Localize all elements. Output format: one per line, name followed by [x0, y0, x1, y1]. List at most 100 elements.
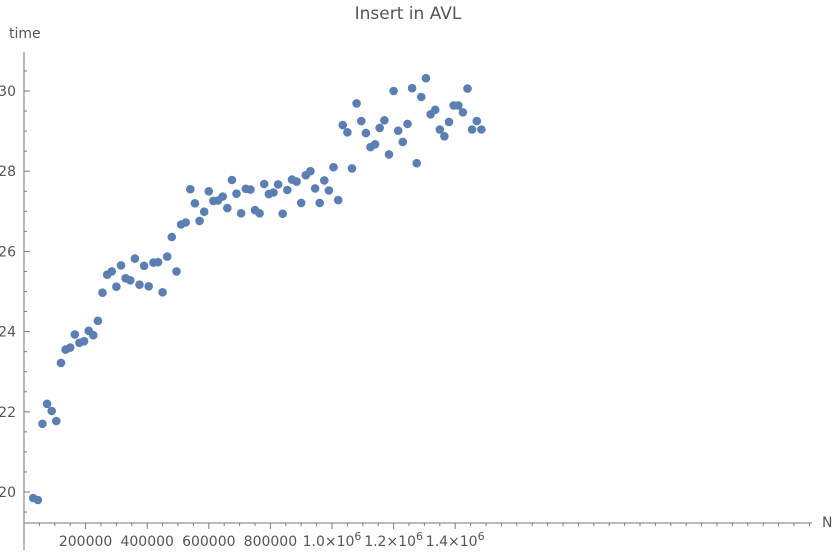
data-point — [204, 187, 214, 196]
x-tick-label: 400000 — [120, 534, 173, 550]
data-point — [454, 101, 463, 110]
data-point — [403, 119, 412, 129]
data-point — [52, 416, 61, 426]
data-point — [153, 257, 163, 267]
data-point — [79, 336, 89, 346]
data-point — [444, 117, 454, 127]
data-point — [139, 261, 149, 271]
x-tick-label: 200000 — [59, 534, 112, 550]
data-point — [407, 83, 417, 93]
data-point — [361, 128, 371, 138]
data-point — [417, 92, 426, 102]
data-point — [227, 175, 237, 185]
data-point — [42, 399, 52, 409]
data-point — [283, 185, 292, 195]
data-point — [477, 125, 486, 134]
data-point — [292, 177, 301, 186]
x-tick-exponent: 6 — [354, 530, 361, 543]
data-point — [107, 267, 117, 276]
data-point — [384, 150, 394, 159]
data-points — [28, 73, 486, 505]
data-point — [412, 158, 422, 168]
data-point — [421, 73, 431, 83]
data-point — [223, 203, 232, 213]
axis-ticks — [24, 70, 810, 529]
data-point — [130, 254, 140, 263]
y-axis-label: time — [9, 26, 41, 42]
data-point — [255, 209, 264, 218]
data-point — [435, 125, 445, 134]
data-point — [162, 252, 172, 261]
data-point — [458, 108, 468, 117]
x-axis-label: N — [822, 515, 832, 531]
data-point — [352, 99, 361, 108]
data-point — [33, 495, 43, 505]
x-tick-exponent: 6 — [478, 530, 485, 543]
x-tick-exponent: 6 — [416, 530, 423, 543]
data-point — [246, 185, 255, 194]
data-point — [186, 184, 195, 194]
data-point — [98, 288, 107, 298]
data-point — [172, 267, 181, 276]
data-point — [236, 209, 246, 218]
data-point — [259, 179, 269, 189]
data-point — [56, 358, 66, 368]
data-point — [181, 218, 190, 227]
x-tick-label: 1.4×106 — [426, 530, 485, 550]
data-point — [389, 86, 398, 96]
data-point — [65, 343, 75, 352]
y-tick-label: 26 — [0, 244, 16, 260]
data-point — [320, 176, 329, 185]
data-point — [440, 132, 449, 141]
data-point — [199, 207, 209, 216]
data-point — [370, 140, 380, 149]
data-point — [375, 123, 385, 133]
chart-title: Insert in AVL — [355, 4, 462, 24]
data-point — [310, 184, 320, 193]
data-point — [296, 198, 306, 208]
data-point — [195, 216, 204, 226]
data-point — [126, 276, 135, 285]
data-point — [315, 198, 325, 208]
data-point — [190, 199, 200, 208]
data-point — [347, 164, 357, 173]
data-point — [144, 282, 153, 291]
data-point — [70, 330, 80, 339]
data-point — [47, 406, 56, 416]
data-point — [467, 125, 477, 134]
data-point — [343, 128, 352, 137]
data-point — [116, 261, 126, 270]
data-point — [398, 137, 408, 147]
data-point — [472, 116, 482, 126]
y-tick-label: 20 — [0, 485, 16, 501]
data-point — [269, 188, 278, 197]
y-tick-label: 30 — [0, 84, 16, 100]
data-point — [380, 116, 389, 125]
data-point — [158, 288, 167, 297]
x-tick-label: 1.2×106 — [364, 530, 423, 550]
data-point — [232, 189, 241, 198]
data-point — [218, 192, 227, 201]
data-point — [338, 120, 348, 130]
data-point — [135, 280, 144, 290]
x-tick-label: 1.0×106 — [303, 530, 362, 550]
data-point — [89, 330, 98, 340]
x-tick-label: 800000 — [244, 534, 297, 550]
data-point — [333, 195, 343, 205]
data-point — [278, 209, 288, 218]
data-point — [273, 180, 283, 189]
data-point — [306, 166, 315, 176]
data-point — [329, 162, 338, 172]
data-point — [324, 186, 334, 195]
data-point — [167, 232, 177, 242]
x-tick-label: 600000 — [182, 534, 235, 550]
data-point — [393, 126, 403, 135]
data-point — [38, 419, 47, 429]
data-point — [93, 316, 103, 326]
y-tick-label: 28 — [0, 164, 16, 180]
data-point — [463, 84, 472, 93]
data-point — [112, 282, 121, 292]
tick-labels: 200000 400000 600000 800000 1.0×106 1.2×106 1.… — [0, 84, 485, 550]
data-point — [357, 116, 366, 126]
